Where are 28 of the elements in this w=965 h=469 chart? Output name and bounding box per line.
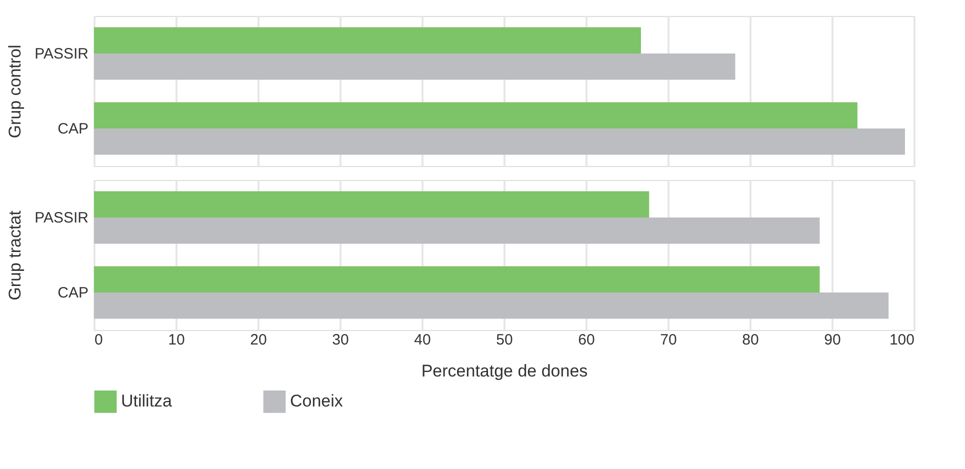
x-tick-label: 70 <box>660 332 677 348</box>
bar <box>94 218 820 244</box>
x-tick-label: 10 <box>168 332 185 348</box>
legend-label: Coneix <box>290 392 344 411</box>
x-tick-label: 60 <box>578 332 595 348</box>
x-tick-label: 40 <box>414 332 431 348</box>
bar <box>94 128 905 155</box>
y-tick-label: CAP <box>58 284 88 302</box>
x-tick-label: 80 <box>742 332 759 348</box>
x-tick-label: 0 <box>94 332 103 348</box>
legend-label: Utilitza <box>121 392 173 411</box>
x-axis-title: Percentatge de dones <box>421 362 588 380</box>
y-axis-title: Grup tractat <box>6 210 25 300</box>
x-tick-label: 30 <box>332 332 349 348</box>
bar <box>94 292 889 319</box>
y-tick-label: CAP <box>58 120 88 138</box>
y-axis-title: Grup control <box>6 44 25 138</box>
x-tick-label: 100 <box>889 332 914 348</box>
bar <box>94 191 650 218</box>
x-tick-label: 90 <box>824 332 841 348</box>
bar <box>94 266 820 292</box>
x-tick-label: 20 <box>250 332 267 348</box>
bar <box>94 102 858 128</box>
y-tick-label: PASSIR <box>34 46 89 62</box>
x-tick-label: 50 <box>496 332 513 348</box>
y-tick-label: PASSIR <box>34 210 89 226</box>
bar <box>94 27 641 54</box>
bar <box>94 54 736 80</box>
